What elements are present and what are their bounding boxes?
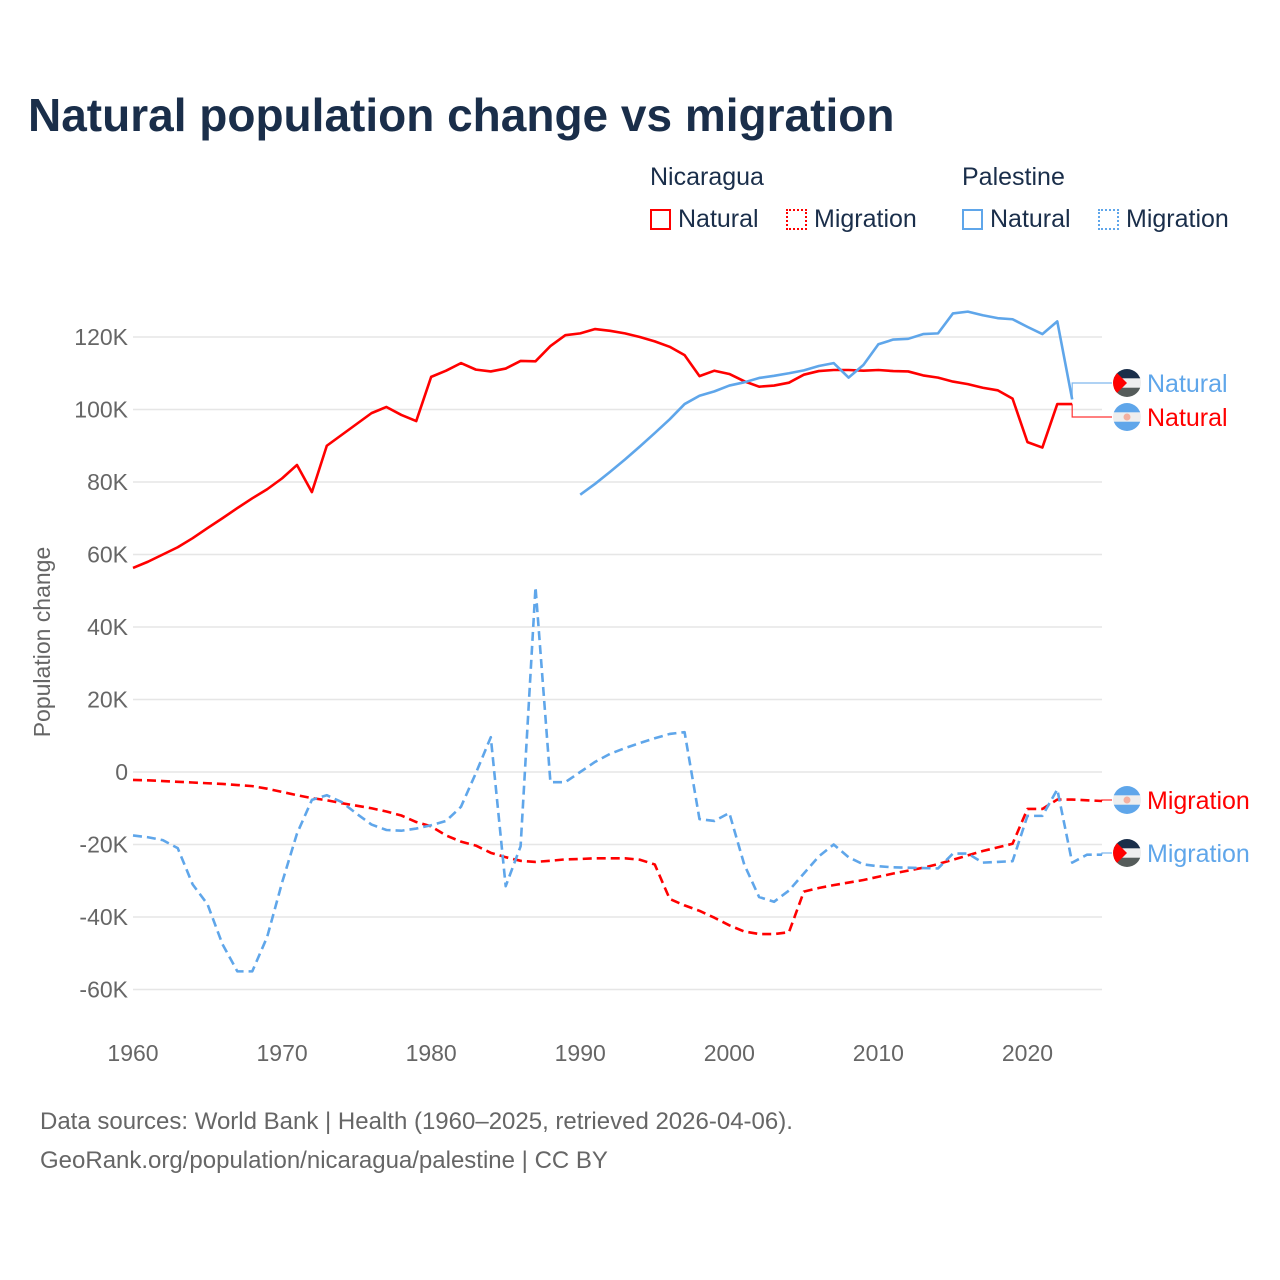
end-label: Natural [1147, 404, 1228, 432]
end-label: Natural [1147, 370, 1228, 398]
legend-group-nicaragua: Nicaragua [650, 163, 764, 191]
flag-stripe [1113, 378, 1141, 388]
source-note: Data sources: World Bank | Health (1960–… [40, 1108, 793, 1135]
y-axis-label: Population change [29, 547, 55, 738]
legend-swatch [962, 209, 983, 230]
legend-item-nicaragua-migration[interactable]: Migration [786, 205, 917, 234]
y-tick-label: 120K [74, 324, 128, 350]
flag-palestine-icon [1113, 839, 1141, 867]
y-tick-label: -40K [79, 904, 128, 930]
legend-item-palestine-migration[interactable]: Migration [1098, 205, 1229, 234]
series-line-palestine-natural [579, 310, 1074, 496]
x-tick-label: 1970 [256, 1040, 307, 1066]
flag-body [1113, 839, 1141, 867]
legend-swatch [650, 209, 671, 230]
legend-label: Natural [678, 205, 759, 233]
flag-nicaragua-icon [1113, 786, 1141, 814]
flag-stripe [1113, 387, 1141, 397]
flag-stripe [1113, 804, 1141, 814]
flag-triangle [1113, 369, 1127, 397]
x-tick-label: 2020 [1002, 1040, 1053, 1066]
flag-stripe [1113, 839, 1141, 849]
y-tick-label: 80K [87, 469, 129, 495]
legend-item-nicaragua-natural[interactable]: Natural [650, 205, 759, 234]
flag-nicaragua-icon [1113, 403, 1141, 431]
series-line-nicaragua-natural [132, 327, 1073, 570]
flag-stripe [1113, 857, 1141, 867]
y-tick-label: 40K [87, 614, 129, 640]
y-tick-label: -20K [79, 832, 128, 858]
legend-label: Migration [814, 205, 917, 233]
y-tick-label: 0 [115, 759, 128, 785]
flag-stripe [1113, 421, 1141, 431]
label-connector [1101, 799, 1112, 801]
x-tick-label: 2010 [853, 1040, 904, 1066]
y-tick-label: 20K [87, 687, 129, 713]
end-label: Migration [1147, 787, 1250, 815]
flag-body [1113, 786, 1141, 814]
series-line-palestine-migration [132, 585, 1102, 973]
legend-group-palestine: Palestine [962, 163, 1065, 191]
flag-emblem [1123, 796, 1131, 804]
legend-label: Natural [990, 205, 1071, 233]
flag-body [1113, 403, 1141, 431]
x-tick-label: 2000 [704, 1040, 755, 1066]
flag-triangle [1113, 839, 1127, 867]
legend-swatch [1098, 209, 1119, 230]
flag-stripe [1113, 786, 1141, 796]
x-tick-label: 1960 [107, 1040, 158, 1066]
y-tick-label: -60K [79, 977, 128, 1003]
flag-palestine-icon [1113, 369, 1141, 397]
legend-item-palestine-natural[interactable]: Natural [962, 205, 1071, 234]
legend-swatch [786, 209, 807, 230]
x-tick-label: 1990 [555, 1040, 606, 1066]
y-tick-label: 60K [87, 542, 129, 568]
y-tick-label: 100K [74, 397, 128, 423]
end-label: Migration [1147, 840, 1250, 868]
flag-stripe [1113, 403, 1141, 413]
label-connector [1101, 852, 1112, 855]
series-line-nicaragua-migration [132, 778, 1103, 936]
flag-stripe [1113, 848, 1141, 858]
flag-stripe [1113, 369, 1141, 379]
legend-label: Migration [1126, 205, 1229, 233]
x-tick-label: 1980 [406, 1040, 457, 1066]
chart-title: Natural population change vs migration [28, 89, 895, 141]
source-link[interactable]: GeoRank.org/population/nicaragua/palesti… [40, 1147, 608, 1174]
label-connector [1071, 404, 1112, 418]
flag-emblem [1123, 413, 1131, 421]
flag-body [1113, 369, 1141, 397]
label-connector [1071, 382, 1112, 400]
